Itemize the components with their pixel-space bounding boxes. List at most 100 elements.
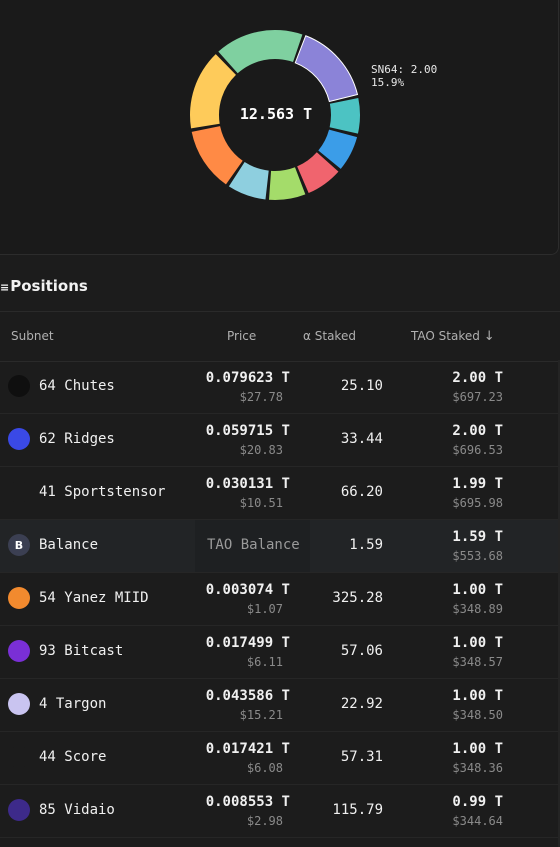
yanez-icon bbox=[8, 587, 30, 609]
price-cell: 0.003074 T $1.07 bbox=[195, 573, 310, 625]
bitcast-icon bbox=[8, 640, 30, 662]
price-tao: 0.043586 T bbox=[205, 688, 290, 704]
balance-icon: B bbox=[8, 534, 30, 556]
alpha-staked-value: 33.44 bbox=[340, 431, 383, 447]
alpha-staked-value: 57.06 bbox=[340, 643, 383, 659]
tao-staked-usd: $553.68 bbox=[452, 549, 503, 563]
subnet-name[interactable]: 93 Bitcast bbox=[39, 643, 124, 659]
tooltip-line-percent: 15.9% bbox=[371, 76, 405, 89]
tao-staked-value: 0.99 T bbox=[452, 794, 503, 810]
price-tao: 0.003074 T bbox=[205, 582, 290, 598]
score-icon bbox=[8, 746, 30, 768]
ridges-icon bbox=[8, 428, 30, 450]
donut-slice[interactable] bbox=[191, 126, 243, 185]
price-cell: TAO Balance bbox=[195, 520, 310, 572]
col-alpha-staked[interactable]: α Staked bbox=[303, 329, 356, 343]
donut-slice[interactable] bbox=[218, 30, 303, 74]
tao-staked-value: 1.00 T bbox=[452, 582, 503, 598]
tao-staked-value: 1.00 T bbox=[452, 635, 503, 651]
total-stake-label: 12.563 T bbox=[239, 105, 313, 123]
alpha-symbol-icon: α bbox=[303, 329, 311, 343]
donut-chart[interactable] bbox=[185, 25, 365, 205]
table-row[interactable]: 54 Yanez MIID 0.003074 T $1.07 325.28 1.00 T… bbox=[0, 573, 560, 626]
tao-staked-usd: $348.89 bbox=[452, 602, 503, 616]
price-usd: $1.07 bbox=[246, 602, 283, 616]
price-usd: $27.78 bbox=[239, 390, 283, 404]
subnet-name[interactable]: 4 Targon bbox=[39, 696, 107, 712]
alpha-staked-value: 115.79 bbox=[332, 802, 383, 818]
subnet-name[interactable]: 62 Ridges bbox=[39, 431, 115, 447]
subnet-name[interactable]: 64 Chutes bbox=[39, 378, 115, 394]
subnet-name[interactable]: 54 Yanez MIID bbox=[39, 590, 149, 606]
table-row[interactable]: 64 Chutes 0.079623 T $27.78 25.10 2.00 T $697… bbox=[0, 361, 560, 414]
alpha-staked-value: 25.10 bbox=[340, 378, 383, 394]
alpha-staked-value: 325.28 bbox=[332, 590, 383, 606]
sort-down-icon: ↓ bbox=[483, 329, 495, 344]
targon-icon bbox=[8, 693, 30, 715]
table-row[interactable]: 4 Targon 0.043586 T $15.21 22.92 1.00 T $348.… bbox=[0, 679, 560, 732]
table-row[interactable]: 44 Score 0.017421 T $6.08 57.31 1.00 T $348.3… bbox=[0, 732, 560, 785]
tao-staked-value: 2.00 T bbox=[452, 423, 503, 439]
donut-slice[interactable] bbox=[190, 54, 236, 129]
price-tao: 0.008553 T bbox=[205, 794, 290, 810]
donut-slice[interactable] bbox=[318, 129, 358, 169]
positions-heading: ≡Positions bbox=[0, 277, 88, 295]
table-row[interactable]: 93 Bitcast 0.017499 T $6.11 57.06 1.00 T $348… bbox=[0, 626, 560, 679]
tao-staked-usd: $697.23 bbox=[452, 390, 503, 404]
donut-slice[interactable] bbox=[329, 97, 360, 134]
donut-slice[interactable] bbox=[297, 152, 339, 194]
col-price[interactable]: Price bbox=[227, 329, 257, 343]
subnet-name[interactable]: 44 Score bbox=[39, 749, 107, 765]
portfolio-chart-card: 12.563 T SN64: 2.00 15.9% bbox=[0, 0, 559, 255]
price-tao: 0.017421 T bbox=[205, 741, 290, 757]
vidaio-icon bbox=[8, 799, 30, 821]
tao-staked-usd: $348.50 bbox=[452, 708, 503, 722]
price-usd: $6.11 bbox=[246, 655, 283, 669]
alpha-staked-value: 57.31 bbox=[340, 749, 383, 765]
tao-staked-usd: $344.64 bbox=[452, 814, 503, 828]
table-row[interactable]: B Balance TAO Balance 1.59 1.59 T $553.68 bbox=[0, 520, 560, 573]
table-row[interactable]: 85 Vidaio 0.008553 T $2.98 115.79 0.99 T $344… bbox=[0, 785, 560, 838]
price-usd: $2.98 bbox=[246, 814, 283, 828]
col-alpha-staked-label: Staked bbox=[314, 329, 356, 343]
price-usd: $15.21 bbox=[239, 708, 283, 722]
tao-staked-usd: $348.36 bbox=[452, 761, 503, 775]
subnet-name[interactable]: 85 Vidaio bbox=[39, 802, 115, 818]
positions-table-header: Subnet Price α Staked TAO Staked ↓ bbox=[0, 311, 560, 362]
donut-slice[interactable] bbox=[294, 35, 359, 103]
price-cell: 0.059715 T $20.83 bbox=[195, 414, 310, 466]
tao-staked-value: 2.00 T bbox=[452, 370, 503, 386]
positions-title: Positions bbox=[10, 277, 88, 295]
tao-staked-usd: $695.98 bbox=[452, 496, 503, 510]
tooltip-line-subnet: SN64: 2.00 bbox=[371, 63, 438, 76]
col-subnet[interactable]: Subnet bbox=[11, 329, 54, 343]
chutes-icon bbox=[8, 375, 30, 397]
price-usd: $20.83 bbox=[239, 443, 283, 457]
table-row[interactable]: 41 Sportstensor 0.030131 T $10.51 66.20 1.99… bbox=[0, 467, 560, 520]
subnet-name[interactable]: Balance bbox=[39, 537, 99, 553]
col-tao-staked-label: TAO Staked bbox=[411, 329, 480, 343]
donut-slice[interactable] bbox=[269, 167, 306, 200]
price-cell: 0.043586 T $15.21 bbox=[195, 679, 310, 731]
price-usd: $6.08 bbox=[246, 761, 283, 775]
subnet-name[interactable]: 41 Sportstensor bbox=[39, 484, 166, 500]
col-tao-staked[interactable]: TAO Staked ↓ bbox=[411, 329, 495, 344]
tao-balance-label: TAO Balance bbox=[207, 537, 300, 553]
price-usd: $10.51 bbox=[239, 496, 283, 510]
alpha-staked-value: 66.20 bbox=[340, 484, 383, 500]
price-cell: 0.017421 T $6.08 bbox=[195, 732, 310, 784]
scrollbar-track[interactable] bbox=[558, 360, 560, 847]
sportstensor-icon bbox=[8, 481, 30, 503]
chart-tooltip: SN64: 2.00 15.9% bbox=[371, 63, 437, 89]
price-tao: 0.079623 T bbox=[205, 370, 290, 386]
tao-staked-value: 1.99 T bbox=[452, 476, 503, 492]
price-cell: 0.008553 T $2.98 bbox=[195, 785, 310, 837]
price-cell: 0.017499 T $6.11 bbox=[195, 626, 310, 678]
tao-staked-value: 1.59 T bbox=[452, 529, 503, 545]
donut-slice[interactable] bbox=[228, 162, 269, 200]
table-row[interactable]: 62 Ridges 0.059715 T $20.83 33.44 2.00 T $696… bbox=[0, 414, 560, 467]
price-tao: 0.030131 T bbox=[205, 476, 290, 492]
tao-staked-usd: $696.53 bbox=[452, 443, 503, 457]
price-tao: 0.017499 T bbox=[205, 635, 290, 651]
tao-staked-value: 1.00 T bbox=[452, 688, 503, 704]
